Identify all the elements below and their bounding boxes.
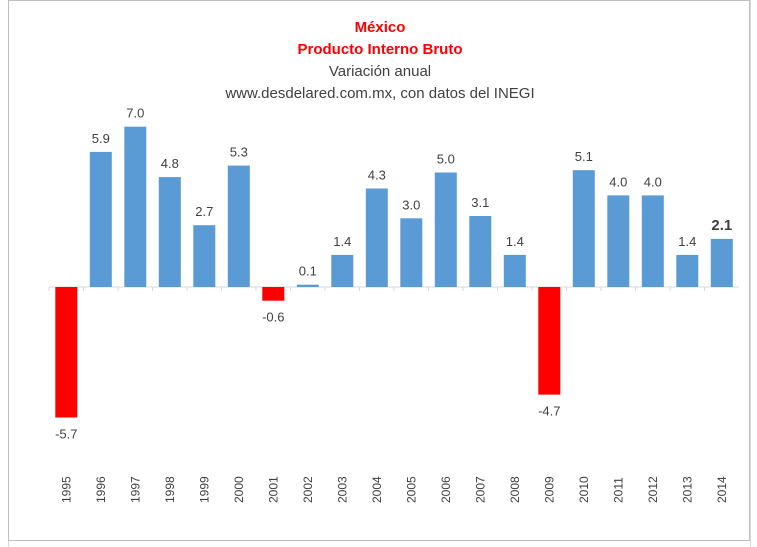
bar-2007: [469, 216, 492, 287]
bar-2006: [434, 172, 457, 287]
category-label-2012: 2012: [646, 476, 660, 503]
bar-2008: [503, 254, 526, 287]
data-label-2009: -4.7: [538, 404, 560, 419]
bar-2013: [676, 254, 699, 287]
chart-area[interactable]: México Producto Interno Bruto Variación …: [8, 0, 750, 541]
bar-2010: [572, 170, 595, 287]
data-label-2000: 5.3: [230, 145, 248, 160]
bar-1997: [124, 126, 147, 287]
bar-2005: [400, 218, 423, 287]
category-label-1995: 1995: [59, 476, 73, 503]
bar-chart-plot: -5.7 1995 5.9 1996 7.0 1997 4.8 1998 2.7 1999 5.3 2…: [48, 106, 739, 503]
category-label-2002: 2002: [301, 476, 315, 503]
category-label-1997: 1997: [128, 476, 142, 503]
data-label-2010: 5.1: [575, 149, 593, 164]
bar-2003: [331, 254, 354, 287]
category-label-2009: 2009: [542, 476, 556, 503]
data-label-2011: 4.0: [609, 174, 627, 189]
bar-1996: [89, 151, 112, 287]
bar-2014: [710, 238, 733, 287]
category-label-2008: 2008: [508, 476, 522, 503]
data-label-2014: 2.1: [711, 217, 732, 234]
data-label-1997: 7.0: [126, 106, 144, 121]
bar-2004: [365, 188, 388, 287]
category-label-1998: 1998: [163, 476, 177, 503]
data-label-2005: 3.0: [402, 197, 420, 212]
category-label-2007: 2007: [473, 476, 487, 503]
data-label-2006: 5.0: [437, 152, 455, 167]
category-label-2005: 2005: [404, 476, 418, 503]
bar-1999: [193, 225, 216, 287]
category-label-2001: 2001: [266, 476, 280, 503]
category-label-2011: 2011: [611, 477, 625, 503]
chart-subtitle-source: www.desdelared.com.mx, con datos del INE…: [225, 85, 535, 102]
data-label-1998: 4.8: [161, 156, 179, 171]
category-label-1999: 1999: [197, 476, 211, 503]
data-label-2004: 4.3: [368, 168, 386, 183]
data-label-2002: 0.1: [299, 264, 317, 279]
data-label-2001: -0.6: [262, 310, 284, 325]
data-label-2007: 3.1: [471, 195, 489, 210]
bar-2012: [641, 195, 664, 287]
bar-2002: [296, 284, 319, 287]
bar-1995: [55, 287, 78, 418]
chart-title: México: [354, 19, 406, 36]
data-label-2012: 4.0: [644, 174, 662, 189]
chart-subtitle-variation: Variación anual: [328, 63, 432, 80]
category-label-2000: 2000: [232, 476, 246, 503]
bar-2009: [538, 287, 561, 395]
data-label-2003: 1.4: [333, 234, 351, 249]
data-label-1999: 2.7: [195, 204, 213, 219]
category-label-1996: 1996: [94, 476, 108, 503]
data-label-1995: -5.7: [55, 427, 77, 442]
data-label-2013: 1.4: [678, 234, 696, 249]
spreadsheet-column-right: [750, 0, 757, 547]
bar-2001: [262, 287, 285, 301]
category-label-2003: 2003: [335, 476, 349, 503]
category-label-2013: 2013: [680, 476, 694, 503]
category-label-2004: 2004: [370, 476, 384, 503]
category-label-2010: 2010: [577, 476, 591, 503]
bar-1998: [158, 177, 181, 287]
bar-2000: [227, 165, 250, 287]
bar-2011: [607, 195, 630, 287]
data-label-1996: 5.9: [92, 131, 110, 146]
category-label-2014: 2014: [715, 476, 729, 503]
data-label-2008: 1.4: [506, 234, 524, 249]
category-label-2006: 2006: [439, 476, 453, 503]
chart-title-block: México Producto Interno Bruto Variación …: [9, 17, 751, 105]
chart-subtitle-product: Producto Interno Bruto: [297, 41, 463, 58]
